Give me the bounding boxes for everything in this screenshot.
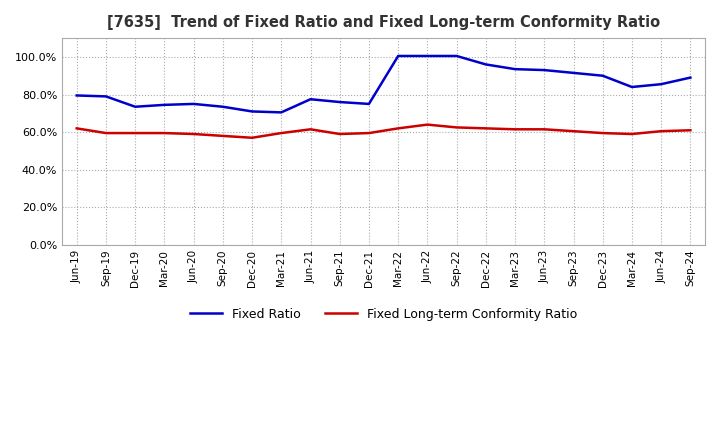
Fixed Ratio xyxy=(540,67,549,73)
Fixed Ratio xyxy=(306,97,315,102)
Fixed Long-term Conformity Ratio xyxy=(482,126,490,131)
Fixed Long-term Conformity Ratio xyxy=(394,126,402,131)
Fixed Ratio xyxy=(394,53,402,59)
Fixed Long-term Conformity Ratio xyxy=(218,133,227,139)
Line: Fixed Long-term Conformity Ratio: Fixed Long-term Conformity Ratio xyxy=(77,125,690,138)
Fixed Long-term Conformity Ratio xyxy=(131,130,140,136)
Fixed Ratio xyxy=(336,99,344,105)
Fixed Long-term Conformity Ratio xyxy=(189,132,198,137)
Fixed Ratio xyxy=(423,53,432,59)
Fixed Ratio xyxy=(570,70,578,76)
Fixed Ratio xyxy=(131,104,140,110)
Fixed Long-term Conformity Ratio xyxy=(570,128,578,134)
Fixed Ratio xyxy=(686,75,695,80)
Legend: Fixed Ratio, Fixed Long-term Conformity Ratio: Fixed Ratio, Fixed Long-term Conformity … xyxy=(185,303,582,326)
Fixed Ratio xyxy=(598,73,607,78)
Line: Fixed Ratio: Fixed Ratio xyxy=(77,56,690,112)
Fixed Ratio xyxy=(277,110,286,115)
Fixed Long-term Conformity Ratio xyxy=(160,130,168,136)
Title: [7635]  Trend of Fixed Ratio and Fixed Long-term Conformity Ratio: [7635] Trend of Fixed Ratio and Fixed Lo… xyxy=(107,15,660,30)
Fixed Long-term Conformity Ratio xyxy=(452,125,461,130)
Fixed Ratio xyxy=(160,102,168,107)
Fixed Long-term Conformity Ratio xyxy=(336,132,344,137)
Fixed Ratio xyxy=(482,62,490,67)
Fixed Long-term Conformity Ratio xyxy=(423,122,432,127)
Fixed Long-term Conformity Ratio xyxy=(306,127,315,132)
Fixed Ratio xyxy=(218,104,227,110)
Fixed Ratio xyxy=(73,93,81,98)
Fixed Ratio xyxy=(248,109,256,114)
Fixed Ratio xyxy=(102,94,110,99)
Fixed Ratio xyxy=(628,84,636,90)
Fixed Long-term Conformity Ratio xyxy=(102,130,110,136)
Fixed Ratio xyxy=(189,101,198,106)
Fixed Ratio xyxy=(364,101,373,106)
Fixed Long-term Conformity Ratio xyxy=(364,130,373,136)
Fixed Long-term Conformity Ratio xyxy=(628,132,636,137)
Fixed Long-term Conformity Ratio xyxy=(277,130,286,136)
Fixed Long-term Conformity Ratio xyxy=(248,135,256,140)
Fixed Long-term Conformity Ratio xyxy=(686,128,695,133)
Fixed Long-term Conformity Ratio xyxy=(510,127,519,132)
Fixed Ratio xyxy=(510,66,519,72)
Fixed Long-term Conformity Ratio xyxy=(73,126,81,131)
Fixed Long-term Conformity Ratio xyxy=(598,130,607,136)
Fixed Long-term Conformity Ratio xyxy=(540,127,549,132)
Fixed Long-term Conformity Ratio xyxy=(657,128,665,134)
Fixed Ratio xyxy=(452,53,461,59)
Fixed Ratio xyxy=(657,81,665,87)
